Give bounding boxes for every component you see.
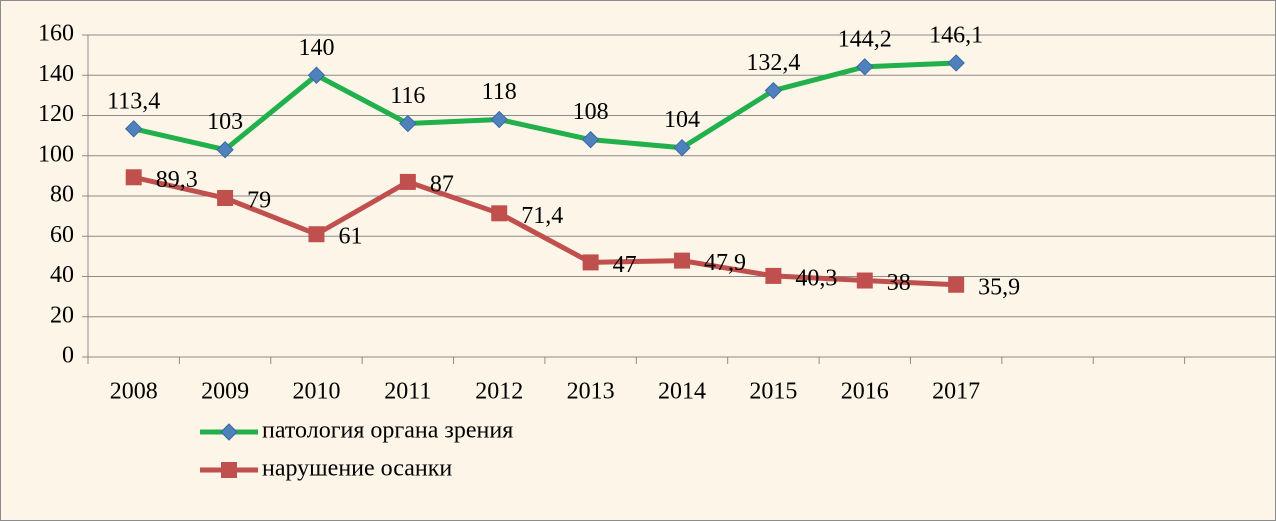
data-label: 40,3	[795, 265, 837, 291]
y-tick-label: 140	[38, 61, 74, 87]
data-point	[217, 190, 234, 207]
x-tick-label: 2016	[841, 379, 889, 405]
data-label: 61	[338, 224, 362, 250]
y-tick-label: 80	[50, 182, 74, 208]
data-label: 71,4	[521, 203, 563, 229]
data-point	[399, 173, 416, 190]
data-label: 146,1	[929, 22, 983, 48]
y-tick-label: 40	[50, 262, 74, 288]
data-point	[399, 114, 417, 133]
data-label: 116	[390, 83, 425, 109]
data-point	[308, 226, 325, 243]
data-label: 79	[247, 188, 271, 214]
data-point	[581, 130, 600, 149]
data-point	[856, 272, 873, 289]
y-tick-label: 60	[50, 222, 74, 248]
x-tick-label: 2009	[201, 379, 249, 405]
data-label: 47	[613, 252, 637, 278]
legend-label: патология органа зрения	[262, 418, 513, 444]
data-label: 89,3	[156, 167, 198, 193]
legend-label: нарушение осанки	[262, 456, 452, 482]
data-point	[124, 120, 143, 138]
data-point	[216, 141, 234, 159]
x-tick-label: 2012	[475, 379, 523, 405]
data-label: 113,4	[107, 88, 160, 114]
y-tick-label: 100	[38, 141, 74, 167]
data-point	[856, 58, 874, 76]
y-tick-label: 120	[38, 101, 74, 127]
y-tick-label: 20	[50, 302, 74, 328]
data-label: 87	[430, 171, 454, 197]
data-point	[582, 254, 599, 271]
series-line	[133, 60, 957, 153]
data-label: 118	[482, 79, 517, 105]
x-tick-label: 2017	[932, 379, 980, 405]
data-label: 103	[207, 109, 243, 135]
legend-marker	[221, 462, 237, 478]
data-label: 104	[664, 107, 700, 133]
data-point	[764, 81, 783, 100]
series-line	[133, 174, 957, 288]
data-label: 140	[298, 35, 334, 61]
data-label: 132,4	[746, 50, 800, 76]
data-point	[947, 54, 965, 72]
x-tick-label: 2014	[658, 379, 706, 405]
legend-marker	[220, 423, 238, 441]
x-tick-label: 2015	[749, 379, 797, 405]
data-point	[125, 169, 142, 186]
data-point	[674, 252, 690, 269]
data-point	[673, 138, 691, 157]
x-tick-label: 2008	[110, 379, 158, 405]
data-point	[490, 110, 508, 129]
x-tick-label: 2011	[384, 379, 431, 405]
data-point	[307, 66, 326, 84]
x-tick-label: 2013	[567, 379, 615, 405]
x-tick-label: 2010	[292, 379, 340, 405]
data-point	[491, 205, 508, 222]
y-tick-label: 0	[62, 343, 74, 369]
data-label: 38	[887, 270, 911, 296]
data-point	[948, 276, 965, 293]
data-label: 35,9	[978, 274, 1020, 300]
data-point	[765, 267, 782, 284]
data-label: 47,9	[704, 250, 746, 276]
data-label: 144,2	[838, 26, 892, 52]
y-tick-label: 160	[38, 21, 74, 47]
data-label: 108	[573, 99, 609, 125]
